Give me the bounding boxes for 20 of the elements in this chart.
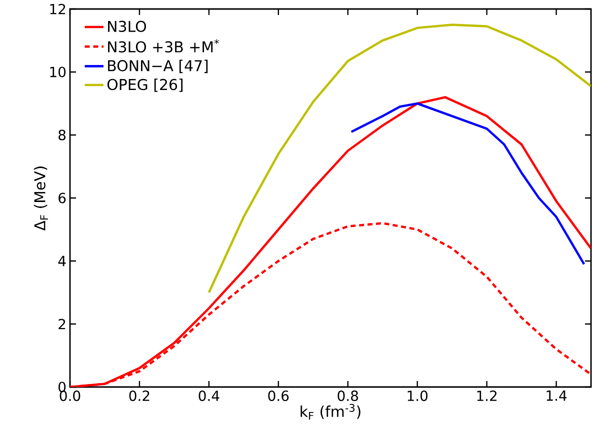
legend-label: N3LO	[108, 20, 146, 32]
y-tick-label: 2	[58, 318, 66, 330]
legend-label: N3LO +3B +M$^{*}$	[108, 39, 219, 52]
y-tick-label: 4	[58, 256, 66, 266]
y-tick-label: 12	[50, 4, 66, 14]
x-tick-label: 0.6	[268, 390, 289, 402]
x-axis-title: k$_{F}$ (fm$^{-3}$)	[300, 404, 360, 420]
legend-label: BONN−A [47]	[108, 60, 208, 74]
legend-label: OPEG [26]	[107, 78, 183, 92]
x-tick-label: 0.4	[198, 390, 220, 402]
y-tick-label: 10	[50, 66, 66, 78]
y-tick-label: 8	[58, 130, 66, 140]
x-tick-label: 0.2	[129, 390, 150, 402]
x-tick-label: 0.0	[60, 390, 80, 402]
x-tick-label: 1.0	[408, 390, 428, 402]
x-tick-label: 1.4	[546, 390, 567, 401]
x-tick-label: 0.8	[338, 390, 358, 402]
y-tick-label: 6	[58, 192, 66, 204]
y-axis-title: Δ$_{F}$ (MeV)	[34, 166, 48, 231]
x-tick-label: 1.2	[477, 390, 497, 401]
